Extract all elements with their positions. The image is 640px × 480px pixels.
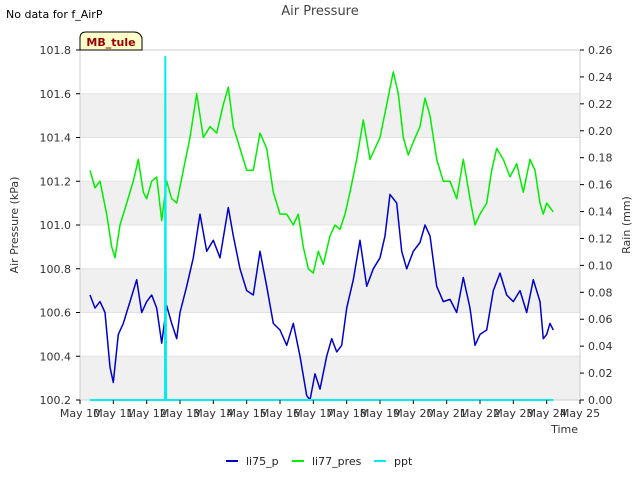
legend-item-ppt: ppt xyxy=(374,455,413,468)
y2-tick-label: 0.20 xyxy=(588,125,613,138)
site-badge-shape xyxy=(79,31,143,51)
y2-tick-label: 0.02 xyxy=(588,367,613,380)
y2-tick-label: 0.04 xyxy=(588,340,613,353)
legend-label-li75_p: li75_p xyxy=(246,455,279,468)
x-tick-label: May 20 xyxy=(393,407,433,420)
y2-tick-label: 0.16 xyxy=(588,179,613,192)
y2-tick-label: 0.06 xyxy=(588,313,613,326)
x-tick-label: May 17 xyxy=(293,407,333,420)
y-tick-label: 100.2 xyxy=(40,394,72,407)
chart-title: Air Pressure xyxy=(281,4,359,19)
x-tick-label: May 23 xyxy=(493,407,533,420)
x-tick-label: May 25 xyxy=(560,407,600,420)
status-text: No data for f_AirP xyxy=(6,8,103,21)
site-badge-label: MB_tule xyxy=(86,36,135,49)
series-line-li77_pres xyxy=(89,71,554,274)
legend-item-li75_p: li75_p xyxy=(226,455,279,468)
x-tick-label: May 13 xyxy=(160,407,200,420)
y2-tick-label: 0.14 xyxy=(588,206,613,219)
y-tick-label: 100.4 xyxy=(40,350,72,363)
x-tick-label: May 24 xyxy=(527,407,567,420)
site-badge: MB_tule xyxy=(79,31,143,51)
grid-band xyxy=(80,356,580,400)
series-line-li75_p xyxy=(89,193,554,401)
x-tick-label: May 15 xyxy=(227,407,267,420)
y-tick-label: 101.0 xyxy=(40,219,72,232)
y2-tick-label: 0.22 xyxy=(588,98,613,111)
x-tick-label: May 11 xyxy=(93,407,133,420)
x-tick-label: May 22 xyxy=(460,407,500,420)
y-tick-label: 100.8 xyxy=(40,263,72,276)
legend-item-li77_pres: li77_pres xyxy=(292,455,362,468)
y2-tick-label: 0.12 xyxy=(588,232,613,245)
series-layer xyxy=(89,55,554,401)
y-tick-label: 101.8 xyxy=(40,44,72,57)
x-axis-label: Time xyxy=(550,423,578,436)
grid-band xyxy=(80,268,580,313)
y-tick-label: 100.6 xyxy=(40,307,72,320)
x-tick-label: May 21 xyxy=(427,407,467,420)
legend-label-ppt: ppt xyxy=(394,455,413,468)
y2-tick-label: 0.26 xyxy=(588,44,613,57)
y-tick-label: 101.6 xyxy=(40,88,72,101)
grid-band xyxy=(80,181,580,225)
x-tick-label: May 10 xyxy=(60,407,100,420)
x-tick-label: May 19 xyxy=(360,407,400,420)
y-tick-label: 101.4 xyxy=(40,132,72,145)
background-bands xyxy=(80,49,580,401)
y-tick-label: 101.2 xyxy=(40,175,72,188)
y2-tick-label: 0.00 xyxy=(588,394,613,407)
x-tick-label: May 18 xyxy=(327,407,367,420)
legend-label-li77_pres: li77_pres xyxy=(312,455,362,468)
x-tick-label: May 16 xyxy=(260,407,300,420)
x-tick-label: May 14 xyxy=(193,407,233,420)
x-tick-label: May 12 xyxy=(127,407,167,420)
y-axis-label: Air Pressure (kPa) xyxy=(8,177,21,274)
y2-tick-label: 0.18 xyxy=(588,152,613,165)
grid-band xyxy=(80,93,580,138)
legend: li75_p li77_pres ppt xyxy=(226,455,413,468)
y2-tick-label: 0.24 xyxy=(588,71,613,84)
y2-tick-label: 0.08 xyxy=(588,286,613,299)
y2-axis-label: Rain (mm) xyxy=(620,196,633,254)
series-line-ppt xyxy=(90,55,554,401)
y2-tick-label: 0.10 xyxy=(588,259,613,272)
